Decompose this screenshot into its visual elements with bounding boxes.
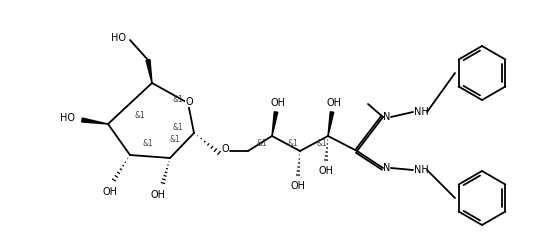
Text: HO: HO [111,33,126,43]
Text: &1: &1 [172,95,183,105]
Text: OH: OH [150,190,165,200]
Text: &1: &1 [316,138,327,148]
Polygon shape [146,60,152,83]
Text: N: N [383,163,391,173]
Text: OH: OH [102,187,118,197]
Text: O: O [221,144,229,154]
Text: &1: &1 [143,138,154,148]
Text: OH: OH [271,98,286,108]
Polygon shape [328,112,334,136]
Polygon shape [272,112,278,136]
Text: OH: OH [327,98,342,108]
Text: &1: &1 [257,138,267,148]
Text: HO: HO [60,113,75,123]
Text: &1: &1 [135,111,146,121]
Text: NH: NH [414,107,429,117]
Polygon shape [82,118,108,124]
Text: N: N [383,112,391,122]
Text: O: O [185,97,193,107]
Text: &1: &1 [172,123,183,133]
Text: &1: &1 [170,136,181,144]
Text: OH: OH [291,181,306,191]
Text: &1: &1 [288,138,299,148]
Text: OH: OH [319,166,334,176]
Text: NH: NH [414,165,429,175]
